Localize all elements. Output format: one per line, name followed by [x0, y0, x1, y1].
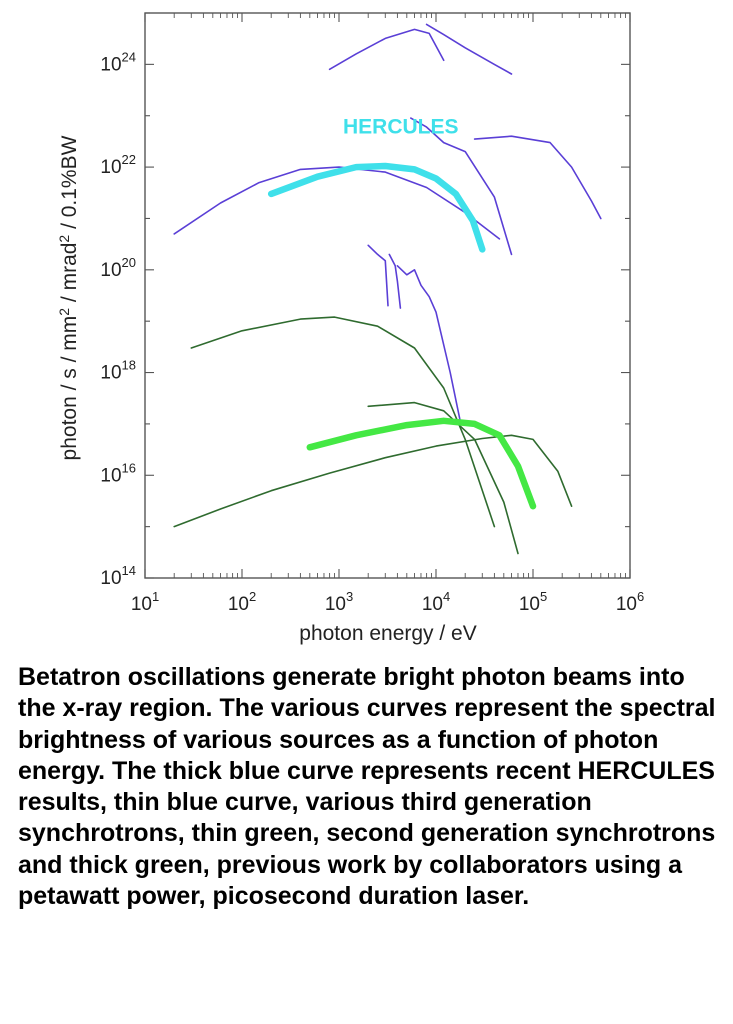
- tick-marks: [144, 12, 631, 579]
- hercules-annotation: HERCULES: [343, 116, 459, 139]
- series-line-1: [328, 28, 445, 71]
- y-axis-label: photon / s / mm2 / mrad2 / 0.1%BW: [56, 135, 81, 460]
- series-layer: [173, 23, 602, 555]
- brightness-chart: 101 102 103 104 105 106 1014 1016 1018 1020 1022 10…: [56, 12, 644, 645]
- series-line-11: [173, 434, 573, 528]
- series-line-13: [306, 417, 537, 510]
- x-tick-label: 102: [228, 589, 256, 615]
- y-tick-label: 1014: [100, 563, 136, 589]
- y-tick-label: 1024: [100, 49, 136, 75]
- series-line-7: [388, 253, 402, 309]
- x-tick-label: 101: [131, 589, 159, 615]
- y-tick-label: 1020: [100, 255, 136, 281]
- tick-labels: 101 102 103 104 105 106 1014 1016 1018 1020 1022 10…: [100, 49, 644, 615]
- y-tick-label: 1018: [100, 358, 136, 384]
- y-tick-label: 1022: [100, 152, 136, 178]
- x-tick-label: 103: [325, 589, 353, 615]
- series-line-8: [396, 265, 462, 425]
- x-tick-label: 104: [422, 589, 450, 615]
- series-line-4: [410, 117, 513, 256]
- chart-svg: 101 102 103 104 105 106 1014 1016 1018 1020 1022 10…: [56, 12, 644, 645]
- figure-caption: Betatron oscillations generate bright ph…: [18, 663, 716, 911]
- y-tick-label: 1016: [100, 460, 136, 486]
- x-tick-label: 105: [519, 589, 547, 615]
- series-line-3: [173, 166, 501, 240]
- x-tick-label: 106: [616, 589, 644, 615]
- x-axis-label: photon energy / eV: [299, 622, 476, 645]
- series-line-5: [473, 135, 602, 220]
- series-line-6: [367, 244, 389, 307]
- series-line-2: [425, 23, 513, 75]
- series-line-12: [267, 162, 486, 253]
